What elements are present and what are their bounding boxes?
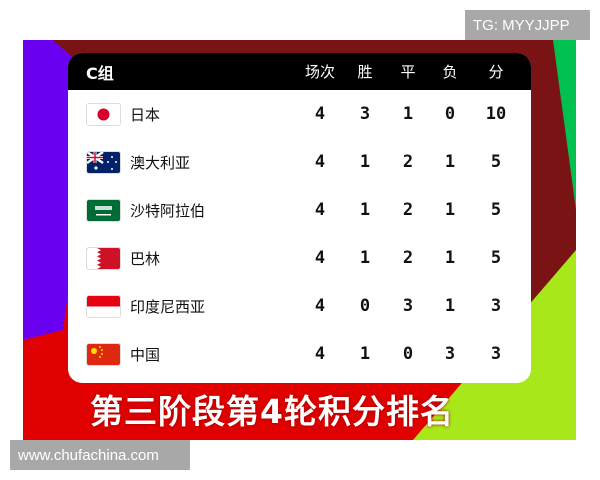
played-value: 4 xyxy=(314,104,326,124)
col-wins: 胜 xyxy=(357,63,373,81)
col-losses: 负 xyxy=(442,63,458,81)
played-value: 4 xyxy=(314,344,326,364)
standings-graphic: C组 场次 胜 平 负 分 日本 4 3 1 0 10 澳大利亚 4 1 2 1 5 沙特阿拉伯 4 1… xyxy=(23,40,576,440)
team-name: 中国 xyxy=(130,345,161,364)
team-name: 印度尼西亚 xyxy=(130,297,206,316)
losses-value: 3 xyxy=(444,344,456,364)
team-name: 沙特阿拉伯 xyxy=(130,201,206,220)
losses-value: 1 xyxy=(444,200,456,220)
table-row: 印度尼西亚 4 0 3 1 3 xyxy=(68,282,531,330)
losses-value: 0 xyxy=(444,104,456,124)
losses-value: 1 xyxy=(444,296,456,316)
watermark-top: TG: MYYJJPP xyxy=(465,10,590,40)
col-played: 场次 xyxy=(304,63,335,81)
table-row: 沙特阿拉伯 4 1 2 1 5 xyxy=(68,186,531,234)
table-body: 日本 4 3 1 0 10 澳大利亚 4 1 2 1 5 沙特阿拉伯 4 1 2 1 5 巴林 4 1 2 1 5 印度… xyxy=(68,90,531,378)
saudi-arabia-flag-icon xyxy=(86,198,121,222)
australia-flag-icon xyxy=(86,150,121,174)
team-name: 日本 xyxy=(130,105,161,124)
losses-value: 1 xyxy=(444,152,456,172)
points-value: 5 xyxy=(490,200,502,220)
watermark-bottom: www.chufachina.com xyxy=(10,440,190,470)
team-name: 巴林 xyxy=(130,249,161,268)
group-label: C组 xyxy=(86,63,114,83)
draws-value: 1 xyxy=(402,104,414,124)
wins-value: 3 xyxy=(359,104,371,124)
played-value: 4 xyxy=(314,200,326,220)
table-row: 日本 4 3 1 0 10 xyxy=(68,90,531,138)
points-value: 5 xyxy=(490,152,502,172)
played-value: 4 xyxy=(314,152,326,172)
draws-value: 2 xyxy=(402,152,414,172)
played-value: 4 xyxy=(314,296,326,316)
standings-table: C组 场次 胜 平 负 分 日本 4 3 1 0 10 澳大利亚 4 1 2 1 5 沙特阿拉伯 4 1… xyxy=(68,53,531,383)
table-header: C组 场次 胜 平 负 分 xyxy=(68,53,531,90)
indonesia-flag-icon xyxy=(86,294,121,318)
wins-value: 0 xyxy=(359,296,371,316)
draws-value: 0 xyxy=(402,344,414,364)
japan-flag-icon xyxy=(86,102,121,126)
table-row: 中国 4 1 0 3 3 xyxy=(68,330,531,378)
team-name: 澳大利亚 xyxy=(130,153,191,172)
wins-value: 1 xyxy=(359,152,371,172)
points-value: 3 xyxy=(490,296,502,316)
bahrain-flag-icon xyxy=(86,246,121,270)
draws-value: 3 xyxy=(402,296,414,316)
page-title: 第三阶段第4轮积分排名 xyxy=(90,392,454,431)
points-value: 10 xyxy=(485,104,507,124)
losses-value: 1 xyxy=(444,248,456,268)
table-row: 巴林 4 1 2 1 5 xyxy=(68,234,531,282)
draws-value: 2 xyxy=(402,200,414,220)
col-draws: 平 xyxy=(400,63,416,81)
wins-value: 1 xyxy=(359,200,371,220)
table-row: 澳大利亚 4 1 2 1 5 xyxy=(68,138,531,186)
points-value: 3 xyxy=(490,344,502,364)
played-value: 4 xyxy=(314,248,326,268)
draws-value: 2 xyxy=(402,248,414,268)
wins-value: 1 xyxy=(359,344,371,364)
col-points: 分 xyxy=(488,63,504,81)
bg-shape xyxy=(553,40,576,210)
points-value: 5 xyxy=(490,248,502,268)
china-flag-icon xyxy=(86,342,121,366)
wins-value: 1 xyxy=(359,248,371,268)
